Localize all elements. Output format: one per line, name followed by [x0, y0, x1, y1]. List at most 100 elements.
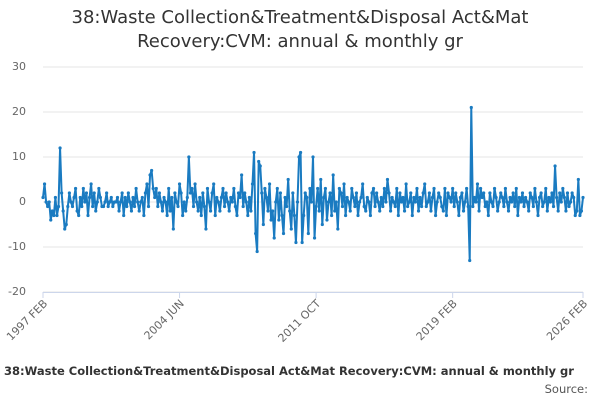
data-point	[378, 209, 382, 213]
data-point	[415, 186, 419, 191]
data-point	[544, 186, 548, 191]
data-point	[238, 195, 242, 200]
data-point	[80, 204, 84, 209]
data-point	[371, 186, 376, 191]
data-point	[260, 191, 264, 195]
data-point	[41, 195, 45, 200]
data-point	[458, 195, 463, 200]
data-point	[240, 173, 244, 177]
data-point	[412, 195, 416, 200]
data-point	[64, 222, 68, 227]
x-tick-label: 2019 FEB	[414, 297, 460, 343]
data-point	[219, 195, 224, 200]
data-point	[207, 200, 211, 204]
data-point	[376, 200, 380, 204]
data-point	[246, 213, 250, 218]
data-point	[146, 204, 151, 209]
data-point	[118, 200, 123, 204]
data-point	[350, 186, 354, 191]
data-point	[384, 200, 388, 204]
data-point	[314, 204, 318, 209]
data-point	[187, 155, 191, 159]
data-point	[572, 195, 576, 200]
data-point	[418, 195, 422, 200]
data-point	[420, 204, 424, 209]
data-point	[460, 191, 464, 195]
data-point	[312, 236, 317, 240]
data-point	[63, 227, 67, 231]
data-point	[232, 186, 236, 191]
data-point	[78, 195, 82, 200]
data-point	[210, 191, 214, 195]
data-point	[46, 204, 50, 209]
data-point	[136, 200, 140, 204]
data-point	[491, 204, 495, 209]
data-point	[528, 191, 532, 195]
data-point	[567, 204, 571, 209]
data-point	[212, 182, 216, 186]
data-point	[387, 191, 391, 195]
data-point	[173, 191, 177, 195]
data-point	[385, 177, 390, 182]
data-point	[87, 195, 92, 200]
data-point	[399, 200, 404, 204]
footer-title: 38:Waste Collection&Treatment&Disposal A…	[4, 364, 574, 378]
data-point	[550, 191, 554, 195]
data-point	[170, 195, 174, 200]
data-point	[465, 186, 469, 191]
data-point	[171, 227, 175, 231]
data-point	[269, 218, 273, 222]
data-point	[103, 200, 107, 204]
data-point	[469, 105, 473, 110]
data-point	[72, 195, 76, 200]
data-point	[477, 209, 481, 213]
data-point	[278, 191, 283, 195]
data-point	[58, 146, 62, 150]
y-tick-label: -20	[8, 285, 26, 298]
data-point	[261, 222, 265, 227]
data-point	[91, 204, 95, 209]
data-point	[77, 213, 81, 218]
data-point	[42, 182, 47, 186]
data-point	[218, 209, 222, 213]
data-point	[357, 200, 362, 204]
y-tick-label: -10	[8, 240, 26, 253]
data-point	[196, 209, 200, 213]
data-point	[221, 186, 225, 191]
data-point	[578, 213, 582, 218]
data-point	[499, 191, 503, 195]
data-point	[222, 204, 227, 209]
data-point	[216, 200, 220, 204]
data-point	[392, 200, 396, 204]
data-point	[503, 186, 508, 191]
data-point	[424, 204, 428, 209]
data-point	[89, 182, 93, 186]
data-point	[541, 204, 545, 209]
data-point	[86, 213, 90, 218]
data-point	[364, 209, 368, 213]
data-point	[52, 213, 56, 218]
data-point	[56, 204, 61, 209]
data-point	[114, 200, 118, 204]
data-point	[440, 204, 444, 209]
data-point	[334, 200, 338, 204]
data-point	[297, 155, 301, 159]
data-point	[300, 240, 304, 245]
data-point	[274, 200, 278, 204]
y-tick-label: 10	[12, 150, 26, 163]
data-point	[236, 191, 241, 195]
data-point	[266, 209, 270, 213]
data-point	[195, 200, 199, 204]
data-point	[286, 177, 290, 182]
data-point	[530, 195, 534, 200]
data-point	[283, 195, 287, 200]
data-point	[311, 155, 315, 159]
data-point	[153, 195, 157, 200]
data-point	[252, 150, 256, 155]
data-point	[443, 186, 447, 191]
data-point	[131, 195, 135, 200]
x-tick-label: 2004 JUN	[142, 297, 187, 342]
data-point	[198, 195, 202, 200]
data-point	[409, 191, 413, 195]
data-point	[75, 209, 79, 213]
